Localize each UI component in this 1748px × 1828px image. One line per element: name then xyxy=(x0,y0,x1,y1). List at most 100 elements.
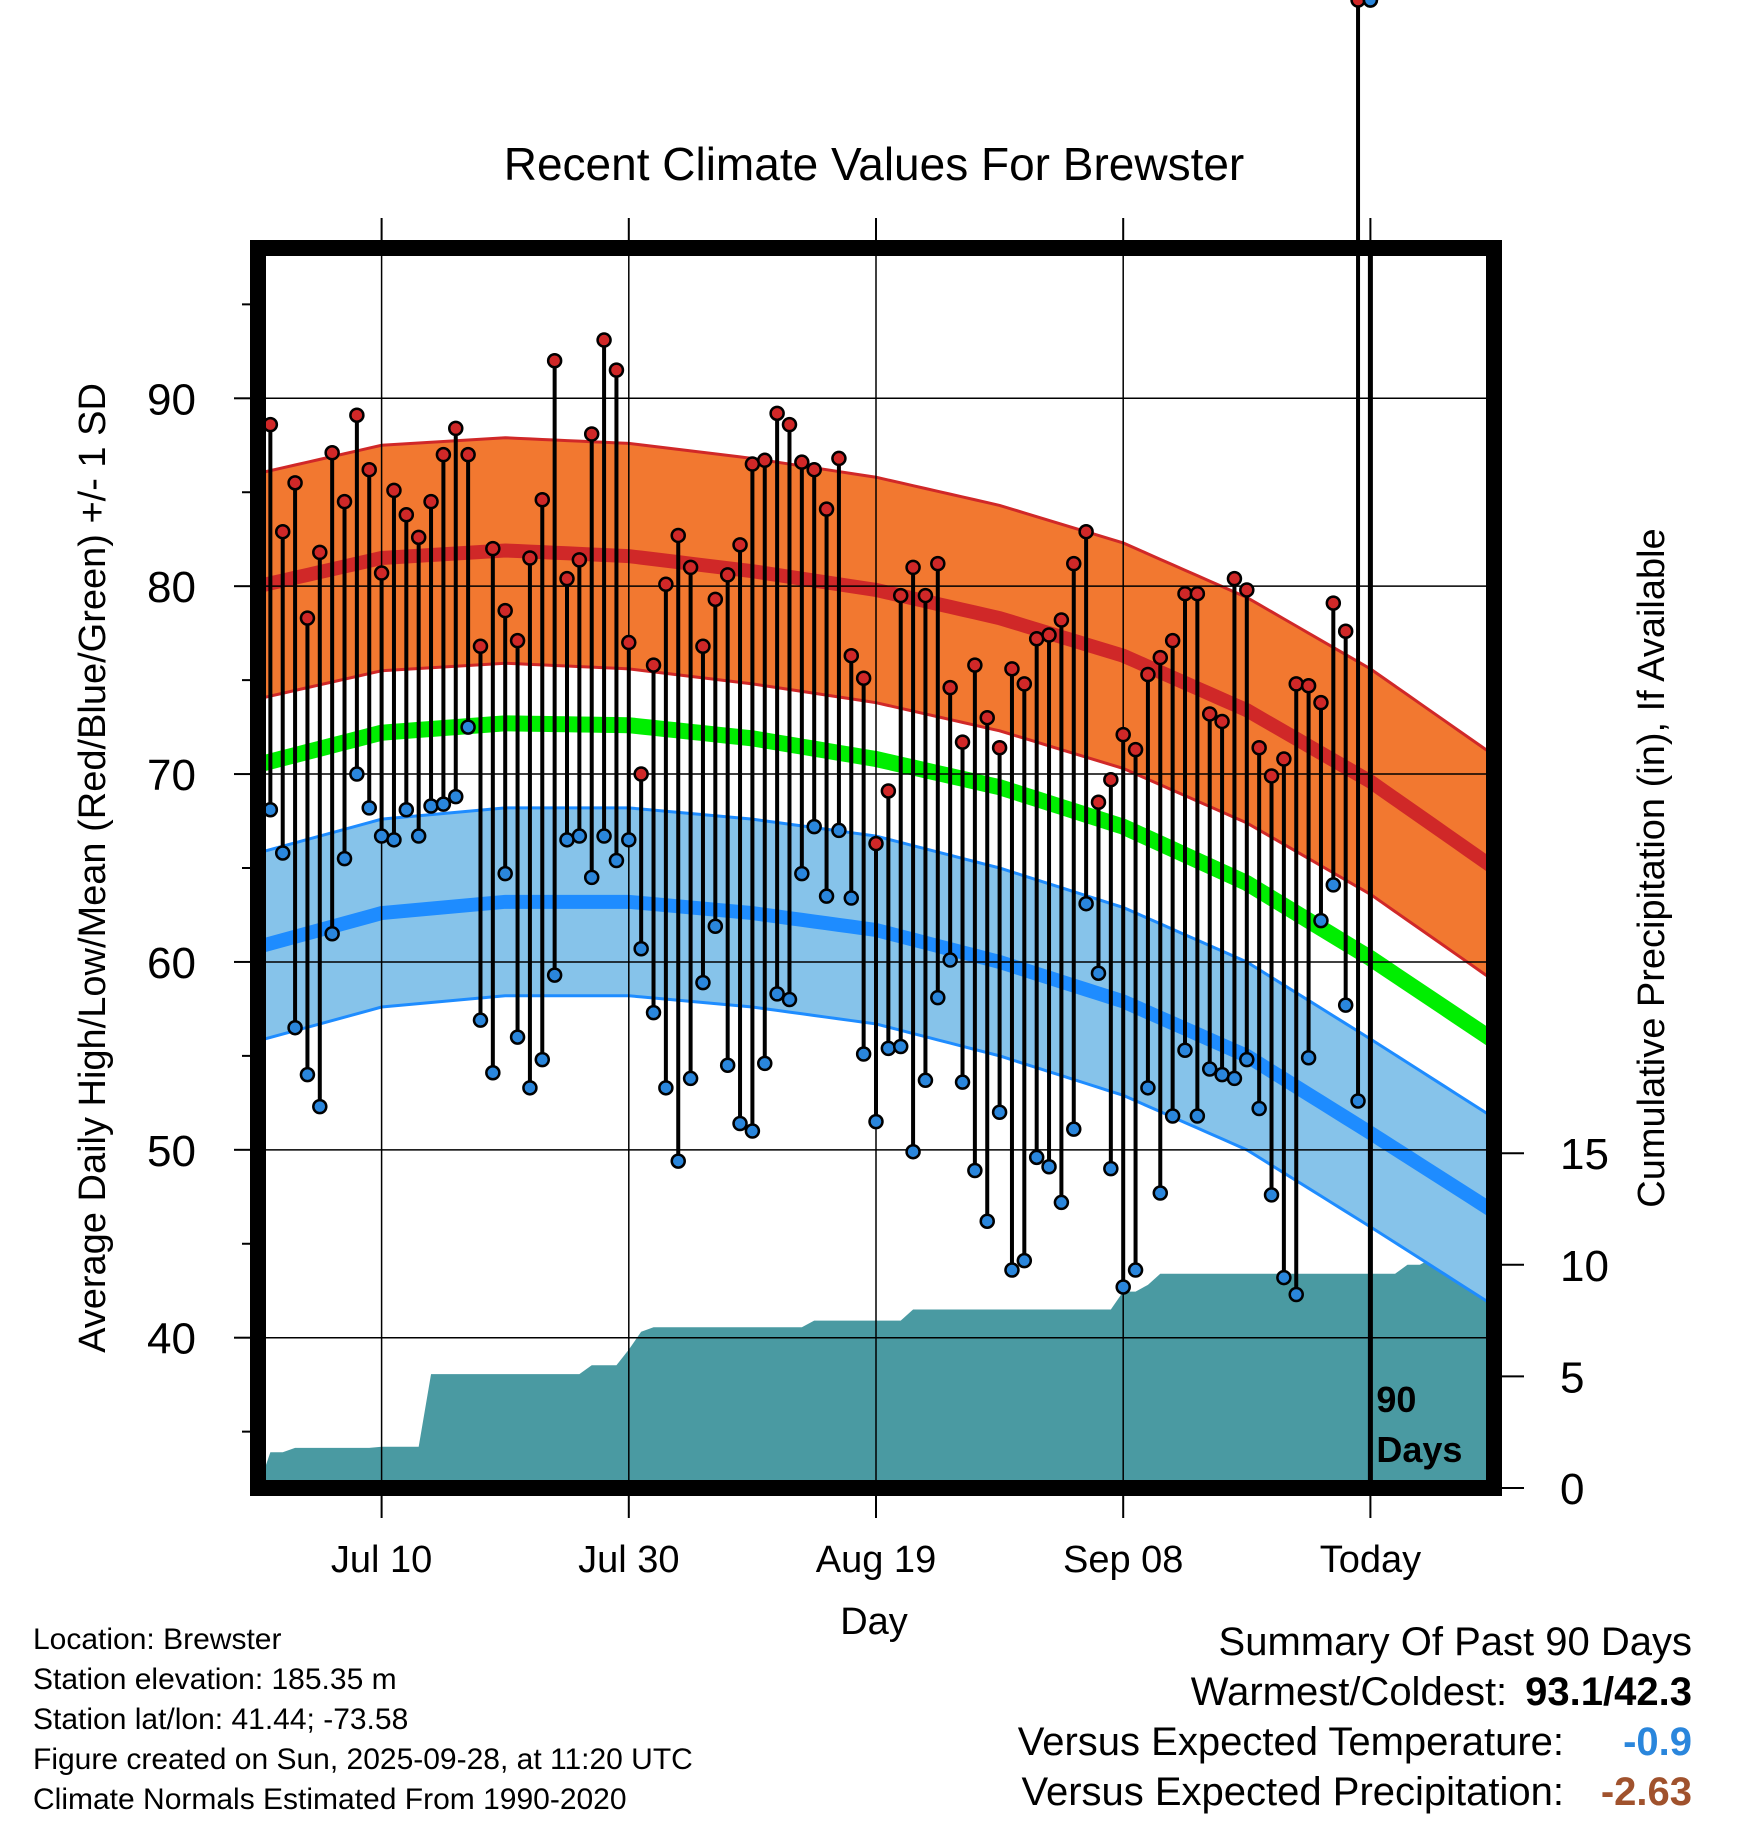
y-axis-label: Average Daily High/Low/Mean (Red/Blue/Gr… xyxy=(72,383,114,1353)
x-tick-label: Today xyxy=(1320,1539,1421,1581)
daily-low-point xyxy=(757,1055,773,1072)
daily-low-point xyxy=(596,828,612,844)
daily-high-point xyxy=(855,670,872,686)
daily-high-point xyxy=(1090,794,1107,810)
daily-high-point xyxy=(485,540,501,557)
daily-low-point xyxy=(1337,997,1354,1013)
daily-low-point xyxy=(1201,1061,1218,1077)
normals-text: Climate Normals Estimated From 1990-2020 xyxy=(33,1783,627,1816)
latlon-text: Station lat/lon: 41.44; -73.58 xyxy=(33,1703,409,1736)
daily-high-point xyxy=(1288,676,1304,692)
daily-low-point xyxy=(349,766,365,782)
x-tick-label: Jul 30 xyxy=(578,1539,679,1581)
daily-high-point xyxy=(1028,631,1045,647)
daily-high-point xyxy=(398,507,415,523)
daily-high-point xyxy=(497,602,513,619)
x-axis-label: Day xyxy=(840,1601,908,1643)
temp-anomaly-row: Versus Expected Temperature: -0.9 xyxy=(1018,1717,1692,1767)
daily-high-point xyxy=(1152,649,1169,666)
daily-low-point xyxy=(1300,1050,1317,1066)
y2-tick-label: 15 xyxy=(1560,1130,1609,1179)
daily-high-point xyxy=(1103,771,1119,788)
daily-high-point xyxy=(534,492,551,508)
daily-high-point xyxy=(991,740,1008,756)
daily-low-point xyxy=(1276,1269,1292,1286)
daily-high-point xyxy=(1078,523,1094,540)
daily-low-point xyxy=(621,832,637,848)
daily-high-point xyxy=(1214,713,1230,730)
daily-high-point xyxy=(1337,623,1354,640)
daily-high-point xyxy=(509,632,526,649)
daily-high-point xyxy=(1300,678,1317,694)
daily-high-point xyxy=(732,537,748,553)
created-text: Figure created on Sun, 2025-09-28, at 11… xyxy=(33,1743,693,1776)
daily-high-point xyxy=(1276,751,1292,767)
daily-points xyxy=(250,0,1379,1303)
daily-high-point xyxy=(1177,585,1193,602)
warmest-coldest-value: 93.1/42.3 xyxy=(1525,1670,1692,1714)
daily-low-point xyxy=(583,869,600,886)
daily-low-point xyxy=(991,1104,1008,1120)
daily-low-point xyxy=(312,1098,328,1115)
daily-high-point xyxy=(843,647,860,664)
daily-low-point xyxy=(954,1074,971,1090)
low-sd-band xyxy=(258,806,1494,1308)
daily-low-point xyxy=(1053,1194,1070,1211)
daily-high-point xyxy=(546,352,563,369)
daily-low-point xyxy=(324,926,340,942)
daily-low-point xyxy=(1189,1108,1206,1124)
daily-high-point xyxy=(274,523,291,540)
daily-high-point xyxy=(967,657,983,673)
daily-high-point xyxy=(312,544,328,561)
daily-high-point xyxy=(757,452,773,469)
daily-high-point xyxy=(1350,0,1366,8)
y2-axis-label: Cumulative Precipitation (in), If Availa… xyxy=(1631,528,1673,1207)
daily-low-point xyxy=(361,800,377,816)
daily-high-point xyxy=(658,576,674,593)
summary-heading: Summary Of Past 90 Days xyxy=(1218,1620,1692,1664)
daily-low-point xyxy=(497,865,513,882)
y-tick-label: 90 xyxy=(147,375,196,424)
daily-high-point xyxy=(794,454,810,470)
temp-anomaly-value: -0.9 xyxy=(1623,1720,1692,1764)
daily-low-point xyxy=(435,796,452,812)
daily-low-point xyxy=(880,1040,897,1057)
summary-panel: Summary Of Past 90 Days Warmest/Coldest:… xyxy=(1018,1617,1692,1817)
daily-high-point xyxy=(435,446,452,463)
daily-low-point xyxy=(1350,1093,1366,1109)
daily-high-point xyxy=(324,445,340,461)
daily-low-point xyxy=(1251,1100,1267,1117)
daily-high-point xyxy=(806,461,822,478)
y2-tick-label: 0 xyxy=(1560,1465,1584,1514)
daily-low-point xyxy=(1127,1262,1144,1278)
daily-low-point xyxy=(1325,877,1342,893)
daily-high-point xyxy=(361,461,377,478)
daily-low-point xyxy=(905,1143,921,1160)
daily-high-point xyxy=(1226,570,1243,587)
today-days-label: 90 xyxy=(1376,1379,1416,1420)
daily-high-point xyxy=(707,591,724,608)
x-tick-label: Jul 10 xyxy=(331,1539,432,1581)
daily-low-point xyxy=(1090,965,1107,981)
daily-high-point xyxy=(423,493,439,510)
daily-high-point xyxy=(917,587,934,604)
daily-low-point xyxy=(274,845,291,861)
daily-low-point xyxy=(695,974,711,991)
daily-low-point xyxy=(373,828,390,844)
daily-low-point xyxy=(930,989,946,1006)
plot-frame xyxy=(250,240,1502,1496)
daily-high-point xyxy=(1053,612,1070,628)
daily-high-point xyxy=(287,475,303,491)
daily-low-point xyxy=(818,888,835,904)
warmest-coldest-label: Warmest/Coldest: xyxy=(1190,1670,1508,1714)
daily-high-point xyxy=(608,362,625,378)
daily-low-point xyxy=(460,719,476,735)
daily-low-point xyxy=(559,832,575,848)
daily-high-point xyxy=(942,679,958,696)
y-tick-label: 60 xyxy=(147,939,196,988)
daily-low-point xyxy=(633,941,649,957)
daily-high-point xyxy=(460,446,476,463)
daily-low-point xyxy=(1263,1187,1280,1203)
daily-low-point xyxy=(769,986,785,1002)
daily-high-point xyxy=(769,405,785,422)
